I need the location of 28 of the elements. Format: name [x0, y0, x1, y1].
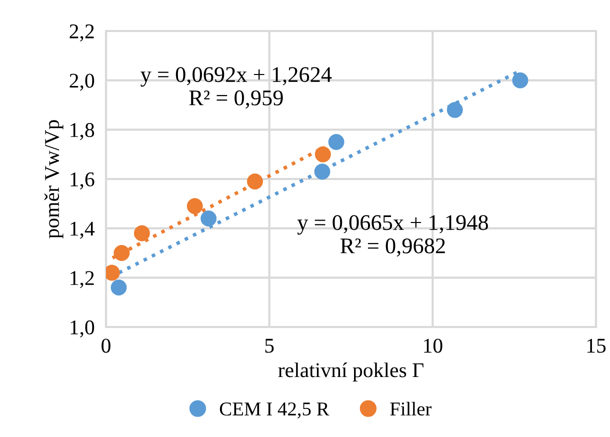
point [314, 146, 331, 162]
legend-label: CEM I 42,5 R [220, 402, 330, 418]
point [114, 245, 130, 261]
point [328, 134, 344, 150]
x-tick-label: 10 [424, 338, 442, 353]
annotation: y = 0,0665x + 1,1948 R² = 0,9682 [297, 215, 488, 257]
point [446, 102, 463, 118]
y-tick-label: 1,8 [70, 123, 94, 140]
y-tick-label: 1,4 [70, 222, 95, 239]
x-tick-label: 0 [102, 338, 110, 353]
x-tick-label: 15 [587, 338, 606, 353]
y-tick-label: 1,2 [70, 271, 94, 288]
y-axis-title: poměr Vw/Vp [44, 120, 64, 238]
legend-label: Filler [390, 402, 432, 416]
annotation: y = 0,0692x + 1,2624 R² = 0,959 [140, 67, 332, 109]
point [186, 198, 203, 214]
point [314, 164, 330, 180]
point [246, 173, 263, 190]
point [110, 280, 127, 296]
point [134, 225, 150, 242]
y-tick-label: 1,0 [70, 320, 94, 338]
y-tick-label: 2,2 [70, 24, 94, 42]
point [512, 72, 528, 88]
x-axis-title: relativní pokles Γ [278, 362, 424, 382]
y-tick-label: 2,0 [70, 74, 94, 91]
y-tick-label: 1,6 [70, 172, 94, 190]
x-tick-label: 5 [265, 338, 274, 353]
point [200, 210, 217, 226]
